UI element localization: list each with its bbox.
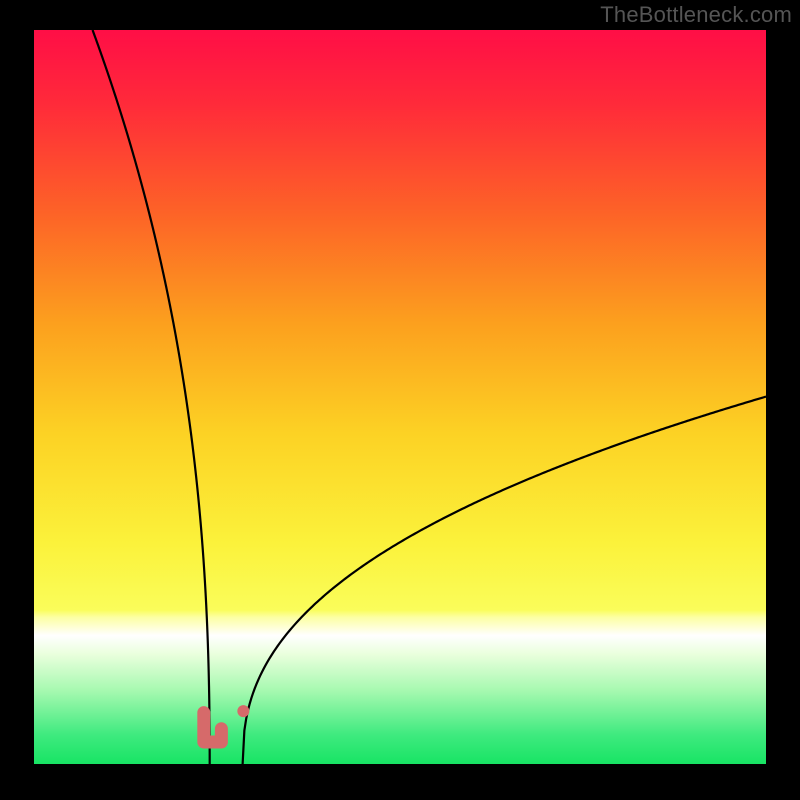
bottleneck-chart xyxy=(0,0,800,800)
gradient-background xyxy=(34,30,766,764)
watermark-text: TheBottleneck.com xyxy=(600,2,792,28)
marker-dot xyxy=(237,705,249,717)
chart-container: TheBottleneck.com xyxy=(0,0,800,800)
